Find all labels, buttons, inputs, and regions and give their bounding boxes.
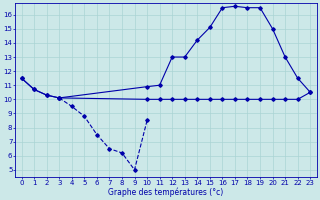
X-axis label: Graphe des températures (°c): Graphe des températures (°c) xyxy=(108,187,223,197)
